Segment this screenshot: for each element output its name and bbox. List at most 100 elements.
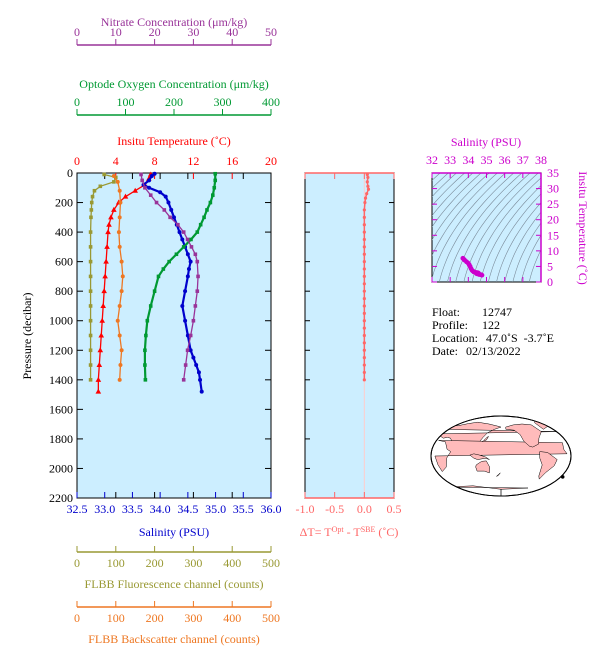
salinity-tick-label: 33.5 <box>122 502 143 516</box>
salinity-point <box>183 289 188 294</box>
oxygen-point <box>195 230 200 234</box>
fluorescence-point <box>88 274 93 279</box>
oxygen-point <box>202 215 206 220</box>
backscatter-point <box>117 303 122 308</box>
delta-t-panel: -1.0 -0.5 0.0 0.5 ΔT= TOpt - TSBE (˚C) <box>296 172 402 539</box>
salinity-point <box>169 207 174 212</box>
nitrate-point <box>193 252 198 257</box>
fluorescence-tick-label: 100 <box>107 556 125 570</box>
fluorescence-point <box>90 194 95 199</box>
delta-t-point <box>362 208 366 212</box>
fluorescence-point <box>88 318 93 323</box>
fluorescence-point <box>88 333 93 338</box>
nitrate-tick-label: 50 <box>265 25 277 39</box>
fluorescence-point <box>89 215 93 220</box>
delta-t-tick-label: -1.0 <box>296 502 315 516</box>
location-label: Location: <box>432 331 478 345</box>
ts-ytick-label: 20 <box>547 213 559 227</box>
fluorescence-point <box>102 172 106 177</box>
salinity-point <box>163 194 168 199</box>
salinity-tick-label: 32.5 <box>67 502 88 516</box>
nitrate-tick-label: 30 <box>187 25 199 39</box>
oxygen-point <box>211 193 215 197</box>
oxygen-tick-label: 200 <box>165 95 183 109</box>
ts-title: Salinity (PSU) <box>451 135 521 149</box>
nitrate-point <box>195 259 200 264</box>
ts-ytick-label: 30 <box>547 182 559 196</box>
nitrate-point <box>185 237 190 242</box>
backscatter-point <box>119 259 124 264</box>
delta-t-point <box>366 187 371 191</box>
temperature-point <box>105 229 111 235</box>
ts-xtick-label: 38 <box>535 153 547 167</box>
delta-t-label-part3: (˚C) <box>375 525 398 539</box>
delta-t-point <box>362 304 366 308</box>
density-contour <box>520 234 541 282</box>
fluorescence-point <box>88 363 93 367</box>
map-land <box>538 451 558 480</box>
fluorescence-point <box>88 378 93 382</box>
delta-t-point <box>362 245 366 249</box>
nitrate-point <box>185 348 190 353</box>
oxygen-point <box>181 245 186 249</box>
density-contour <box>455 173 531 282</box>
density-contour <box>504 211 541 282</box>
ts-xtick-label: 32 <box>426 153 438 167</box>
backscatter-tick-label: 500 <box>262 611 280 625</box>
nitrate-point <box>191 318 196 323</box>
ts-xtick-label: 35 <box>481 153 493 167</box>
nitrate-point <box>139 172 143 177</box>
salinity-axis-label: Salinity (PSU) <box>139 525 209 539</box>
salinity-point <box>185 274 190 279</box>
pressure-axis-label: Pressure (decibar) <box>20 293 34 380</box>
delta-t-tick-label: 0.0 <box>357 502 372 516</box>
delta-t-point <box>362 282 366 286</box>
oxygen-point <box>144 333 148 338</box>
salinity-tick-label: 35.0 <box>205 502 226 516</box>
oxygen-point <box>213 178 218 183</box>
oxygen-point <box>167 259 171 264</box>
salinity-point <box>172 215 176 220</box>
salinity-point <box>180 303 185 308</box>
backscatter-point <box>115 179 120 184</box>
backscatter-point <box>118 200 123 205</box>
fluorescence-point <box>88 348 93 353</box>
oxygen-point <box>148 304 153 308</box>
float-label: Float: <box>432 305 461 319</box>
nitrate-point <box>195 289 200 293</box>
backscatter-point <box>115 318 120 323</box>
nitrate-axis-label: Nitrate Concentration (μm/kg) <box>101 15 247 29</box>
oxygen-tick-label: 0 <box>74 95 80 109</box>
delta-t-series <box>362 172 371 382</box>
salinity-point <box>180 237 185 242</box>
delta-t-plot-area <box>304 172 395 499</box>
salinity-point <box>196 370 201 375</box>
fluorescence-tick-label: 400 <box>223 556 241 570</box>
oxygen-point <box>213 171 218 176</box>
density-contour <box>471 177 541 282</box>
backscatter-tick-label: 0 <box>74 611 80 625</box>
delta-t-tick-label: -0.5 <box>325 502 344 516</box>
ts-series <box>460 255 485 278</box>
salinity-point <box>147 185 152 190</box>
ts-xtick-label: 36 <box>499 153 511 167</box>
profile-line: Profile: 122 <box>432 319 554 332</box>
nitrate-point <box>189 245 194 249</box>
nitrate-point <box>176 222 180 227</box>
density-contour <box>496 202 541 282</box>
delta-t-point <box>366 175 370 180</box>
fluorescence-tick-label: 300 <box>184 556 202 570</box>
float-location-marker <box>560 475 565 479</box>
temperature-point <box>100 302 106 308</box>
delta-t-point <box>363 200 367 205</box>
temperature-series <box>95 171 154 394</box>
temperature-tick-label: 4 <box>113 154 119 168</box>
profile-panel: 0200400600800100012001400160018002000220… <box>20 15 282 646</box>
float-value: 12747 <box>482 305 512 319</box>
density-contour <box>432 173 498 257</box>
delta-t-tick-label: 0.5 <box>387 502 402 516</box>
ts-xtick-label: 34 <box>462 153 474 167</box>
backscatter-tick-label: 400 <box>223 611 241 625</box>
temperature-tick-label: 8 <box>152 154 158 168</box>
